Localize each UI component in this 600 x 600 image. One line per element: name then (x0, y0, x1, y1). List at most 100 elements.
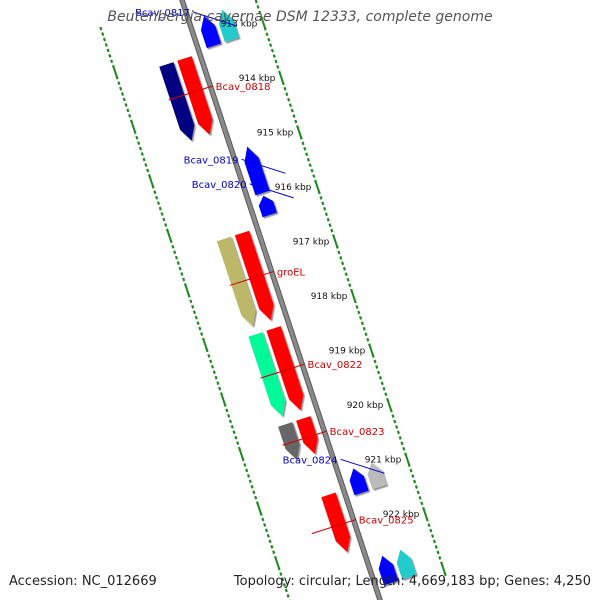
gene-label[interactable]: Bcav_0817 (135, 8, 190, 19)
kbp-tick-label: 919 kbp (329, 347, 366, 357)
minor-tick (389, 408, 393, 413)
minor-tick (270, 48, 274, 53)
minor-tick (178, 266, 182, 271)
minor-tick (135, 135, 139, 140)
major-tick (130, 122, 136, 132)
minor-tick (227, 413, 231, 418)
minor-tick (366, 337, 370, 342)
gene-label[interactable]: Bcav_0825 (359, 516, 414, 527)
gene-feature-arrow[interactable] (216, 236, 256, 327)
major-tick (166, 231, 172, 241)
gene-feature-arrow[interactable] (278, 422, 300, 460)
gene-label[interactable]: Bcav_0824 (283, 455, 338, 466)
gene-label[interactable]: Bcav_0818 (216, 82, 271, 93)
minor-tick (102, 37, 107, 42)
minor-tick (165, 228, 170, 233)
minor-tick (230, 424, 234, 429)
gene-label-layer: Bcav_0817 Bcav_0818 Bcav_0819 Bcav_0820 groE… (135, 8, 414, 535)
minor-tick (422, 506, 426, 511)
minor-tick (277, 566, 281, 571)
gene-feature-arrow[interactable] (200, 15, 222, 49)
gene-feature-arrow[interactable] (218, 9, 240, 43)
gene-feature-arrow[interactable] (266, 326, 304, 411)
accession-text: Accession: NC_012669 (9, 574, 157, 589)
minor-tick (236, 441, 240, 445)
gene-label[interactable]: Bcav_0822 (307, 360, 362, 371)
feature-layer (159, 9, 417, 586)
gene-label[interactable]: Bcav_0820 (192, 180, 247, 191)
minor-tick (200, 332, 204, 336)
minor-tick (259, 512, 263, 516)
minor-tick (158, 206, 162, 211)
gene-feature-arrow[interactable] (234, 230, 274, 321)
major-tick (387, 400, 392, 410)
gene-label[interactable]: Bcav_0819 (184, 155, 239, 166)
gene-feature-arrow[interactable] (349, 468, 369, 496)
gene-feature-arrow[interactable] (296, 416, 318, 454)
minor-tick (144, 163, 148, 167)
minor-tick (413, 479, 417, 484)
kbp-tick-label: 914 kbp (239, 74, 276, 84)
minor-tick (117, 81, 121, 85)
minor-tick (429, 528, 433, 533)
minor-tick (268, 539, 272, 544)
minor-tick (156, 201, 161, 205)
kbp-tick-label: 917 kbp (293, 238, 330, 248)
minor-tick (301, 141, 305, 146)
minor-tick (350, 288, 354, 293)
minor-tick (207, 353, 211, 358)
minor-tick (337, 250, 341, 255)
minor-tick (101, 32, 105, 36)
gene-feature-arrow[interactable] (177, 56, 213, 135)
gene-feature-arrow[interactable] (244, 146, 270, 196)
major-tick (333, 236, 338, 247)
minor-tick (414, 485, 418, 489)
minor-tick (142, 157, 146, 162)
minor-tick (290, 108, 294, 113)
minor-tick (324, 212, 328, 217)
minor-tick (393, 419, 397, 424)
minor-tick (120, 92, 125, 96)
major-tick (279, 73, 284, 83)
major-tick (184, 285, 190, 295)
minor-tick (108, 53, 112, 58)
minor-tick (283, 86, 287, 91)
major-tick (220, 394, 226, 405)
minor-tick (263, 26, 267, 31)
minor-tick (111, 64, 116, 69)
gene-label-leader (340, 458, 385, 474)
gene-feature-arrow[interactable] (258, 195, 277, 218)
genome-summary-text: Topology: circular; Length: 4,669,183 bp… (233, 574, 591, 589)
gene-label-leader (192, 11, 238, 27)
minor-tick (228, 419, 233, 424)
gene-feature-arrow[interactable] (248, 332, 286, 417)
minor-tick (265, 32, 269, 37)
gene-label-leader (229, 270, 275, 286)
minor-tick (110, 59, 114, 64)
minor-tick (299, 136, 303, 140)
minor-tick (373, 359, 377, 364)
minor-tick (346, 277, 350, 282)
minor-tick (182, 277, 186, 282)
minor-tick (287, 97, 291, 102)
minor-tick (371, 354, 375, 358)
gene-feature-arrow[interactable] (159, 62, 195, 141)
gene-label[interactable]: Bcav_0823 (330, 427, 385, 438)
minor-tick (171, 244, 175, 249)
gene-feature-arrow[interactable] (378, 555, 399, 586)
minor-tick (162, 217, 166, 222)
minor-tick (281, 81, 285, 86)
kbp-tick-label: 915 kbp (257, 128, 294, 138)
major-tick (441, 564, 446, 574)
gene-label[interactable]: groEL (277, 267, 306, 278)
minor-tick (359, 316, 363, 320)
minor-tick (255, 501, 260, 505)
gene-feature-arrow[interactable] (367, 462, 387, 490)
minor-tick (137, 141, 141, 145)
minor-tick (276, 65, 280, 69)
gene-feature-arrow[interactable] (396, 549, 417, 580)
minor-tick (396, 430, 400, 435)
gene-feature-arrow[interactable] (321, 492, 351, 553)
minor-tick (380, 381, 384, 386)
kbp-tick-label: 918 kbp (311, 292, 348, 302)
